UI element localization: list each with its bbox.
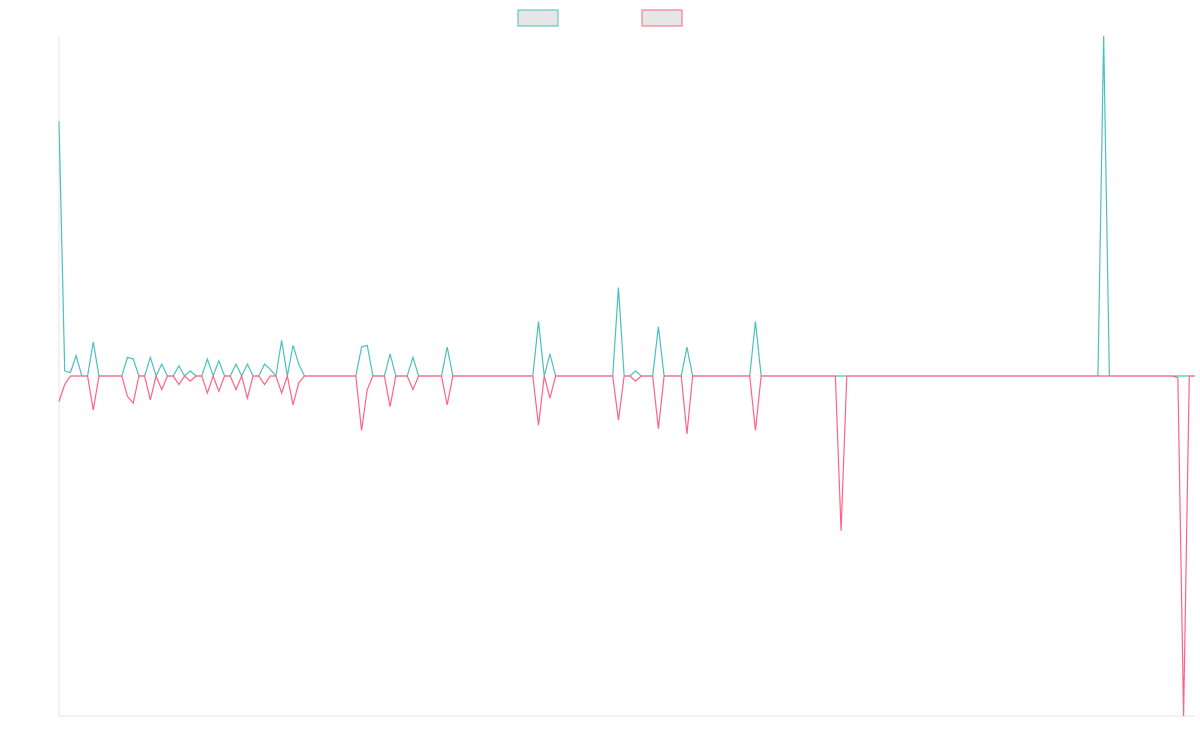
series-layer (58, 35, 1195, 717)
axes (58, 36, 1195, 717)
legend (517, 9, 683, 27)
series-1-line (58, 35, 1195, 378)
legend-item-series-2[interactable] (641, 9, 683, 27)
series-2-line (58, 373, 1195, 717)
legend-swatch-series-2 (641, 9, 683, 27)
legend-item-series-1[interactable] (517, 9, 559, 27)
legend-swatch-series-1 (517, 9, 559, 27)
